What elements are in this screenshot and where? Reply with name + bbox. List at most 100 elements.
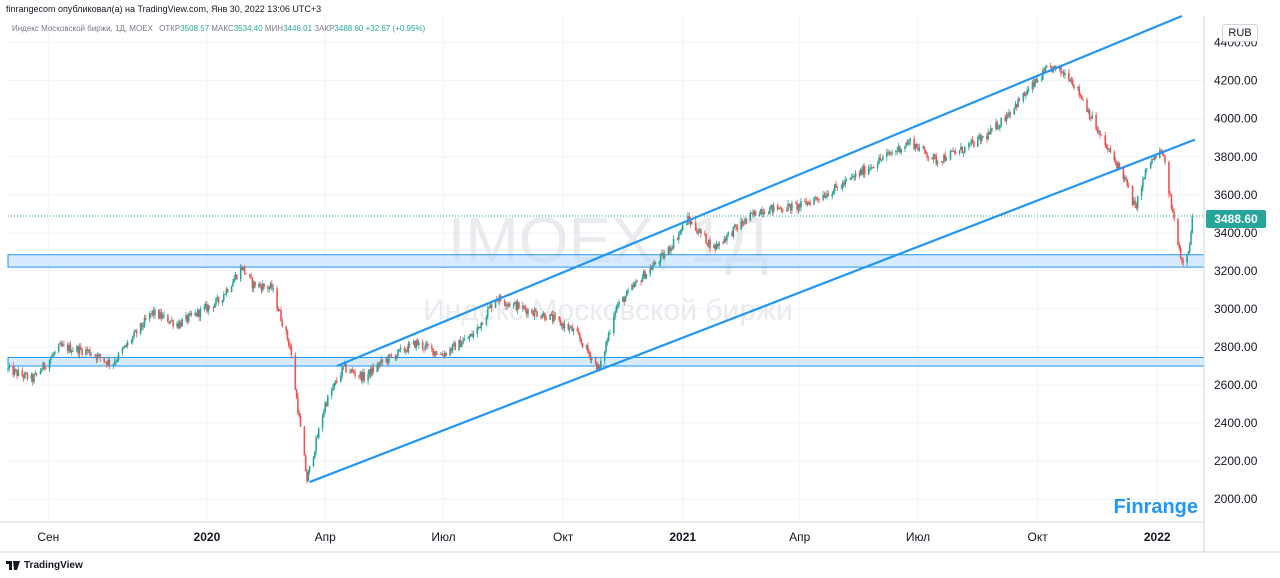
candle (616, 302, 619, 310)
candle (303, 425, 306, 456)
candle (562, 321, 564, 331)
candle (618, 299, 620, 309)
candle (1005, 111, 1008, 125)
candle (853, 174, 856, 182)
candle (90, 351, 92, 357)
candle (678, 231, 680, 244)
trend-channel[interactable] (309, 14, 1196, 484)
candle (22, 374, 25, 382)
candle (982, 135, 984, 139)
candle (251, 276, 254, 293)
candle (800, 198, 802, 212)
candle (944, 151, 947, 162)
candle (85, 346, 87, 358)
candle (226, 287, 229, 294)
candle (782, 208, 784, 214)
candle (732, 226, 735, 239)
candle (523, 304, 525, 311)
candle (834, 183, 836, 195)
candle (1032, 77, 1035, 91)
candle (778, 207, 780, 210)
candle (624, 295, 627, 302)
candle (1088, 108, 1091, 121)
candle (1133, 197, 1135, 206)
candle (372, 363, 375, 375)
candle (70, 349, 73, 356)
candle (791, 200, 793, 215)
candle (514, 301, 516, 305)
candle (425, 340, 428, 349)
candle (159, 308, 161, 320)
candle (1187, 250, 1190, 256)
candle (186, 314, 189, 325)
candle (623, 295, 625, 306)
candle (806, 201, 809, 207)
candle (1081, 94, 1083, 100)
candle (41, 367, 43, 373)
candle (594, 356, 597, 366)
candle (213, 302, 216, 309)
candle (645, 273, 648, 280)
candle (171, 316, 173, 322)
candle (69, 340, 72, 353)
candle (351, 367, 354, 373)
candle (1016, 103, 1018, 112)
candle (216, 294, 219, 303)
candle (570, 324, 572, 329)
candle (1017, 96, 1019, 108)
candle (295, 388, 298, 400)
candle (1034, 78, 1036, 88)
candle (723, 236, 726, 244)
candle (221, 299, 224, 307)
candle (804, 198, 806, 203)
candle (641, 274, 644, 283)
candle (440, 352, 442, 356)
candle (379, 361, 381, 369)
candle (160, 308, 163, 322)
candle (207, 303, 209, 316)
candle (969, 142, 971, 148)
candle (1045, 64, 1048, 68)
candle (995, 118, 997, 132)
candle (1181, 257, 1183, 265)
candle (709, 237, 711, 253)
candle (545, 315, 547, 321)
candle (112, 363, 115, 370)
support-zones[interactable] (7, 254, 1205, 367)
candle (886, 148, 888, 161)
currency-button[interactable]: RUB (1222, 24, 1258, 42)
candle (549, 313, 551, 320)
y-tick-label: 3400.00 (1214, 226, 1258, 240)
x-tick-label: Апр (789, 530, 811, 544)
candle (971, 135, 974, 145)
candle (697, 228, 700, 236)
candle (767, 211, 770, 215)
candle (236, 274, 238, 281)
candle (817, 196, 819, 204)
candle (223, 290, 225, 303)
candle (980, 134, 983, 144)
candles (7, 62, 1194, 484)
candle (450, 347, 453, 354)
candle (148, 310, 151, 323)
candle (336, 376, 338, 385)
candle (24, 371, 26, 380)
y-tick-label: 2400.00 (1214, 416, 1258, 430)
candle (1044, 65, 1047, 73)
candle (733, 223, 736, 229)
candle (141, 322, 143, 331)
candle (644, 269, 646, 280)
candle (854, 170, 857, 181)
candle (145, 314, 147, 321)
candle (1027, 85, 1030, 93)
candle (1149, 161, 1152, 170)
candle (107, 357, 109, 367)
candle (805, 197, 807, 206)
candle (1071, 77, 1074, 87)
candle (423, 348, 425, 354)
candle (603, 350, 606, 365)
candle (979, 133, 982, 145)
candle (626, 289, 628, 297)
candle (399, 344, 402, 353)
